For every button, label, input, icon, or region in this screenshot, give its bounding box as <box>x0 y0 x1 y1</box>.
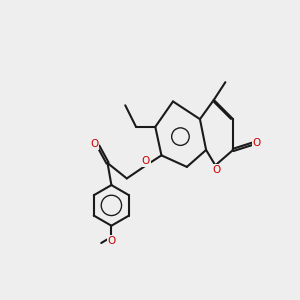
Text: O: O <box>252 138 261 148</box>
Text: O: O <box>108 236 116 246</box>
Text: O: O <box>212 164 220 175</box>
Text: O: O <box>90 139 98 149</box>
Text: O: O <box>142 156 150 166</box>
